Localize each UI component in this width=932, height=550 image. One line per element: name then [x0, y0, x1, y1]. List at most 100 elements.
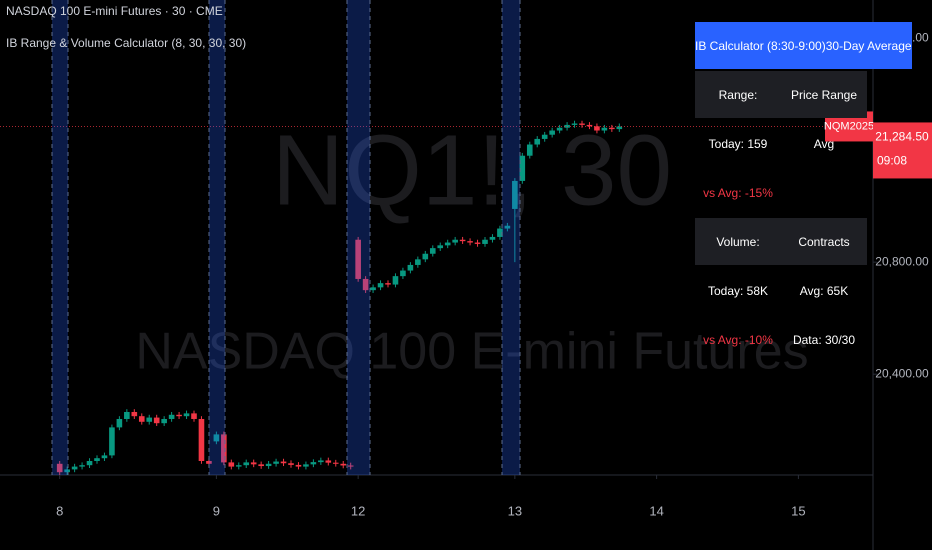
candle-body — [250, 462, 257, 465]
candle-body — [385, 283, 391, 285]
candle-body — [86, 460, 93, 466]
candle-body — [437, 245, 444, 249]
candle-body — [295, 464, 302, 467]
session-band — [347, 0, 370, 475]
candle-body — [198, 418, 205, 461]
table-cell: vs Avg: -15% — [703, 185, 773, 200]
table-cell: Volume: — [695, 218, 781, 265]
candle-body — [161, 418, 167, 424]
table-row: Today: 58K Avg: 65K — [695, 267, 867, 314]
candle-body — [325, 460, 332, 463]
session-band — [52, 0, 68, 475]
candle-body — [586, 124, 593, 127]
table-cell: Data: 30/30 — [792, 332, 856, 347]
candle-body — [482, 239, 488, 244]
session-band — [209, 0, 225, 475]
candle-body — [489, 236, 496, 240]
session-bands — [51, 0, 521, 475]
candle-body — [310, 462, 317, 465]
candle-body — [191, 413, 197, 419]
candle-body — [94, 458, 100, 461]
candle-body — [497, 228, 503, 237]
candle-body — [146, 417, 153, 422]
session-band — [502, 0, 520, 475]
table-cell: Price Range — [781, 71, 867, 118]
candle-body — [64, 469, 70, 473]
table-row: Today: 159 Avg — [695, 120, 867, 167]
candle-body — [355, 239, 361, 279]
indicator-title: IB Range & Volume Calculator (8, 30, 30,… — [6, 36, 246, 50]
candle-body — [377, 283, 384, 288]
table-cell: Today: 159 — [708, 136, 768, 151]
candle-body — [452, 239, 458, 243]
candle-body — [467, 241, 473, 243]
candle-body — [206, 460, 212, 464]
candle-body — [116, 418, 123, 428]
candle-body — [71, 466, 78, 470]
candle-body — [504, 225, 511, 229]
candle-body — [609, 127, 615, 130]
candle-body — [228, 462, 235, 467]
symbol-title: NASDAQ 100 E-mini Futures · 30 · CME — [6, 4, 223, 18]
candle-body — [258, 464, 264, 467]
candle-body — [571, 123, 578, 125]
candle-body — [79, 465, 85, 467]
x-tick-label: 12 — [351, 503, 365, 518]
candle-body — [235, 465, 242, 467]
table-cell: Avg: 65K — [799, 283, 849, 298]
candle-body — [109, 427, 115, 456]
candle-body — [303, 464, 309, 467]
candle-body — [422, 253, 429, 260]
candle-body — [549, 130, 555, 135]
candle-body — [56, 463, 63, 473]
candle-body — [183, 413, 190, 417]
table-row: Volume: Contracts — [695, 218, 867, 265]
candle-body — [168, 414, 175, 419]
table-cell: vs Avg: -10% — [703, 332, 773, 347]
table-cell: Today: 58K — [707, 283, 769, 298]
candle-body — [407, 264, 414, 271]
candle-body — [415, 259, 421, 265]
price-tag — [873, 122, 932, 179]
price-label: 21,284.50 — [875, 130, 929, 144]
table-cell: IB Calculator (8:30-9:00) — [695, 22, 826, 69]
candle-body — [594, 126, 600, 131]
candle-body — [616, 126, 623, 130]
candle-body — [512, 180, 518, 209]
candle-body — [362, 278, 369, 291]
candle-body — [124, 411, 130, 419]
contract-label: NQM2025 — [824, 120, 874, 132]
table-row: IB Calculator (8:30-9:00) 30-Day Average — [695, 22, 912, 69]
candle-body — [131, 411, 138, 417]
x-tick-label: 9 — [213, 503, 220, 518]
candle-body — [101, 455, 108, 459]
countdown-label: 09:08 — [877, 154, 907, 168]
table-cell: 30-Day Average — [825, 22, 912, 69]
x-tick-label: 15 — [791, 503, 805, 518]
candle-body — [444, 242, 451, 246]
x-tick-label: 8 — [56, 503, 63, 518]
x-tick-label: 13 — [508, 503, 522, 518]
candle-body — [176, 414, 182, 417]
y-tick-label: 20,800.00 — [875, 254, 929, 268]
table-cell: Avg — [813, 136, 835, 151]
candle-body — [340, 463, 347, 466]
candle-body — [579, 123, 585, 125]
candle-body — [318, 460, 324, 463]
candle-body — [541, 134, 548, 139]
x-tick-label: 14 — [649, 503, 663, 518]
candle-body — [534, 138, 541, 145]
y-tick-label: 20,400.00 — [875, 366, 929, 380]
candle-body — [556, 127, 563, 131]
candle-body — [370, 287, 376, 291]
candle-body — [347, 465, 354, 467]
candle-body — [526, 144, 533, 156]
candle-body — [280, 461, 287, 464]
candle-body — [273, 461, 279, 464]
candle-body — [459, 239, 466, 242]
ib-table: IB Calculator (8:30-9:00) 30-Day Average R… — [695, 22, 912, 365]
candle-body — [474, 242, 481, 244]
candle-body — [265, 463, 272, 467]
